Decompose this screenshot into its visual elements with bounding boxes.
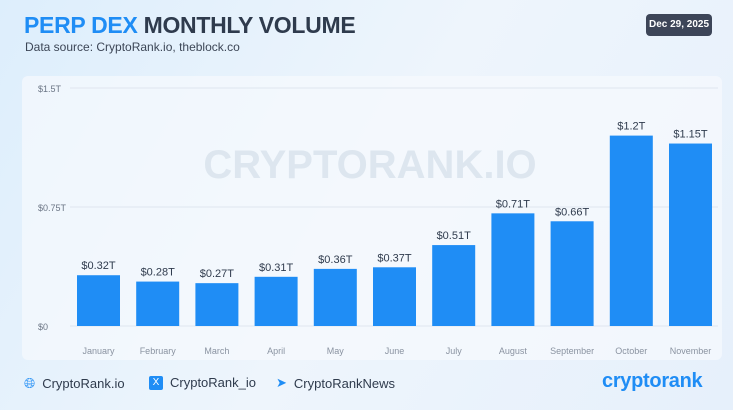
bar-april	[254, 276, 298, 326]
x-tick-label: April	[267, 346, 285, 356]
y-tick-label: $1.5T	[38, 84, 62, 94]
x-tick-label: May	[327, 346, 345, 356]
data-label: $0.37T	[377, 252, 412, 264]
bar-may	[313, 268, 357, 326]
data-label: $0.28T	[141, 267, 176, 279]
bar-january	[77, 275, 120, 326]
twitter-label: CryptoRank_io	[170, 375, 256, 390]
title-accent: PERP DEX	[24, 12, 138, 38]
cryptorank-logo: cryptorank	[602, 370, 703, 392]
data-label: $0.31T	[259, 262, 294, 274]
footer-telegram[interactable]: ➤ CryptoRankNews	[276, 375, 395, 391]
x-tick-label: June	[385, 346, 405, 356]
x-tick-label: July	[446, 346, 463, 356]
data-label: $0.32T	[81, 260, 116, 272]
data-label: $0.36T	[318, 254, 353, 266]
footer-website[interactable]: 🌐︎ CryptoRank.io	[24, 375, 125, 392]
footer-twitter[interactable]: X CryptoRank_io	[149, 375, 256, 390]
x-tick-label: November	[670, 346, 712, 356]
bar-november	[669, 143, 712, 326]
bar-august	[491, 213, 535, 326]
x-tick-label: March	[204, 346, 229, 356]
telegram-label: CryptoRankNews	[293, 375, 396, 391]
bar-october	[609, 135, 653, 326]
data-label: $0.71T	[496, 198, 531, 210]
data-label: $0.27T	[200, 268, 235, 280]
data-label: $1.2T	[617, 121, 645, 133]
title-rest: MONTHLY VOLUME	[143, 12, 356, 38]
x-tick-label: January	[82, 346, 115, 356]
subtitle: Data source: CryptoRank.io, theblock.co	[25, 40, 240, 54]
bar-february	[136, 281, 180, 326]
data-label: $0.51T	[437, 230, 472, 242]
data-label: $1.15T	[673, 129, 708, 141]
date-badge: Dec 29, 2025	[646, 14, 712, 36]
x-icon: X	[149, 375, 163, 390]
bar-march	[195, 283, 239, 326]
bar-september	[550, 221, 594, 326]
x-tick-label: October	[615, 346, 647, 356]
chart-title: PERP DEX MONTHLY VOLUME	[24, 12, 356, 39]
watermark: CRYPTORANK.IO	[203, 143, 536, 187]
bar-june	[373, 267, 416, 326]
y-tick-label: $0.75T	[38, 203, 67, 213]
telegram-icon: ➤	[276, 375, 287, 390]
x-tick-label: February	[140, 346, 177, 356]
website-label: CryptoRank.io	[42, 376, 125, 391]
bar-july	[432, 245, 476, 326]
y-tick-label: $0	[38, 322, 48, 332]
globe-icon: 🌐︎	[24, 375, 36, 391]
data-label: $0.66T	[555, 206, 590, 218]
x-tick-label: September	[550, 346, 594, 356]
x-tick-label: August	[499, 346, 528, 356]
